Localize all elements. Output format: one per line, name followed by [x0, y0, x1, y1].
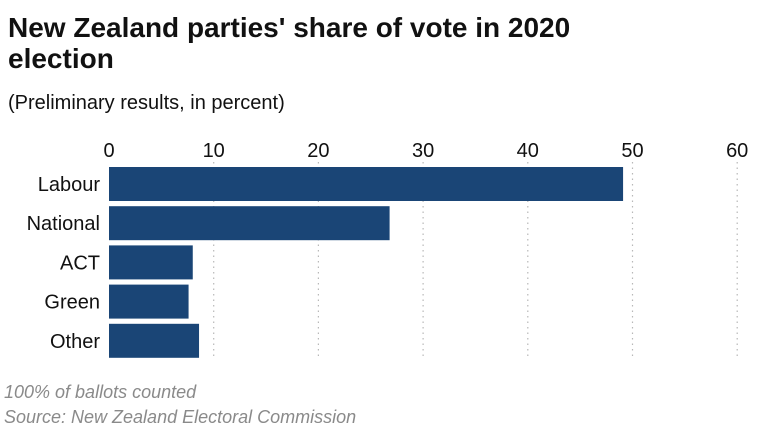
- category-label-other: Other: [50, 331, 100, 353]
- bars: [109, 167, 624, 358]
- chart-subtitle: (Preliminary results, in percent): [8, 92, 285, 114]
- bar-labour: [109, 167, 624, 201]
- ballots-note: 100% of ballots counted: [4, 382, 197, 402]
- x-tick-label-20: 20: [307, 140, 329, 162]
- source-note: Source: New Zealand Electoral Commission: [4, 407, 357, 427]
- bar-green: [109, 284, 189, 319]
- bar-act: [109, 245, 193, 280]
- x-tick-labels: 0 10 20 30 40 50 60: [103, 140, 748, 162]
- category-label-act: ACT: [60, 252, 100, 274]
- x-tick-label-30: 30: [412, 140, 434, 162]
- chart-title: New Zealand parties' share of vote in 20…: [8, 12, 571, 74]
- category-label-green: Green: [44, 292, 100, 314]
- bar-national: [109, 206, 390, 241]
- x-tick-label-10: 10: [203, 140, 225, 162]
- category-labels: Labour National ACT Green Other: [27, 174, 101, 353]
- x-tick-label-0: 0: [103, 140, 114, 162]
- bar-other: [109, 323, 200, 358]
- x-tick-label-60: 60: [726, 140, 748, 162]
- category-label-national: National: [27, 213, 100, 235]
- x-tick-label-40: 40: [517, 140, 539, 162]
- bar-chart: 0 10 20 30 40 50 60 Labour National ACT Green Othe…: [27, 140, 748, 358]
- x-tick-label-50: 50: [621, 140, 643, 162]
- category-label-labour: Labour: [38, 174, 101, 196]
